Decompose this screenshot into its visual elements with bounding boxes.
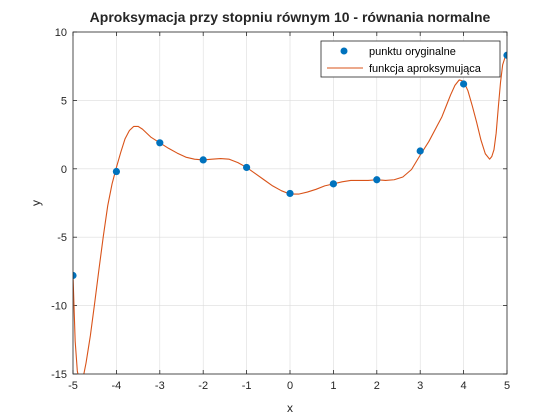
y-axis-label: y	[29, 200, 43, 206]
data-point	[416, 147, 424, 155]
x-tick-label: 5	[504, 380, 510, 392]
data-point	[112, 167, 120, 176]
y-tick-label: 5	[61, 95, 67, 107]
y-ticks: -15 -10 -5 0 5 10	[51, 27, 507, 381]
plot-frame	[72, 31, 508, 375]
chart-title: Aproksymacja przy stopniu równym 10 - ró…	[90, 9, 491, 25]
data-point	[503, 51, 507, 59]
data-point	[373, 176, 381, 184]
legend-label-curve: funkcja aproksymująca	[369, 63, 482, 75]
data-point	[243, 163, 251, 172]
y-tick-label: -10	[51, 301, 67, 313]
y-tick-label: -15	[51, 369, 67, 381]
x-tick-label: -4	[112, 380, 122, 392]
x-tick-label: -3	[155, 380, 165, 392]
legend-label-points: punktu oryginalne	[369, 46, 456, 58]
legend: punktu oryginalne funkcja aproksymująca	[320, 40, 501, 78]
y-tick-label: -5	[57, 232, 67, 244]
x-tick-label: 4	[461, 380, 467, 392]
data-point	[460, 80, 468, 88]
data-point	[199, 156, 207, 164]
original-points	[73, 51, 507, 280]
data-point	[156, 139, 164, 147]
data-point	[73, 271, 77, 280]
x-ticks: -5 -4 -3 -2 -1 0 1 2 3 4 5	[68, 32, 510, 392]
legend-box	[320, 40, 501, 78]
approximation-curve	[73, 54, 507, 374]
x-tick-label: 0	[287, 380, 293, 392]
x-tick-label: 3	[417, 380, 423, 392]
x-tick-label: -2	[198, 380, 208, 392]
x-tick-label: -5	[68, 380, 78, 392]
data-point	[286, 189, 294, 198]
y-tick-label: 0	[61, 164, 67, 176]
y-tick-label: 10	[55, 27, 67, 39]
data-point	[329, 180, 337, 188]
x-tick-label: 1	[330, 380, 336, 392]
x-tick-label: -1	[242, 380, 252, 392]
x-tick-label: 2	[374, 380, 380, 392]
x-axis-label: x	[287, 401, 293, 415]
legend-marker-points	[340, 47, 348, 55]
